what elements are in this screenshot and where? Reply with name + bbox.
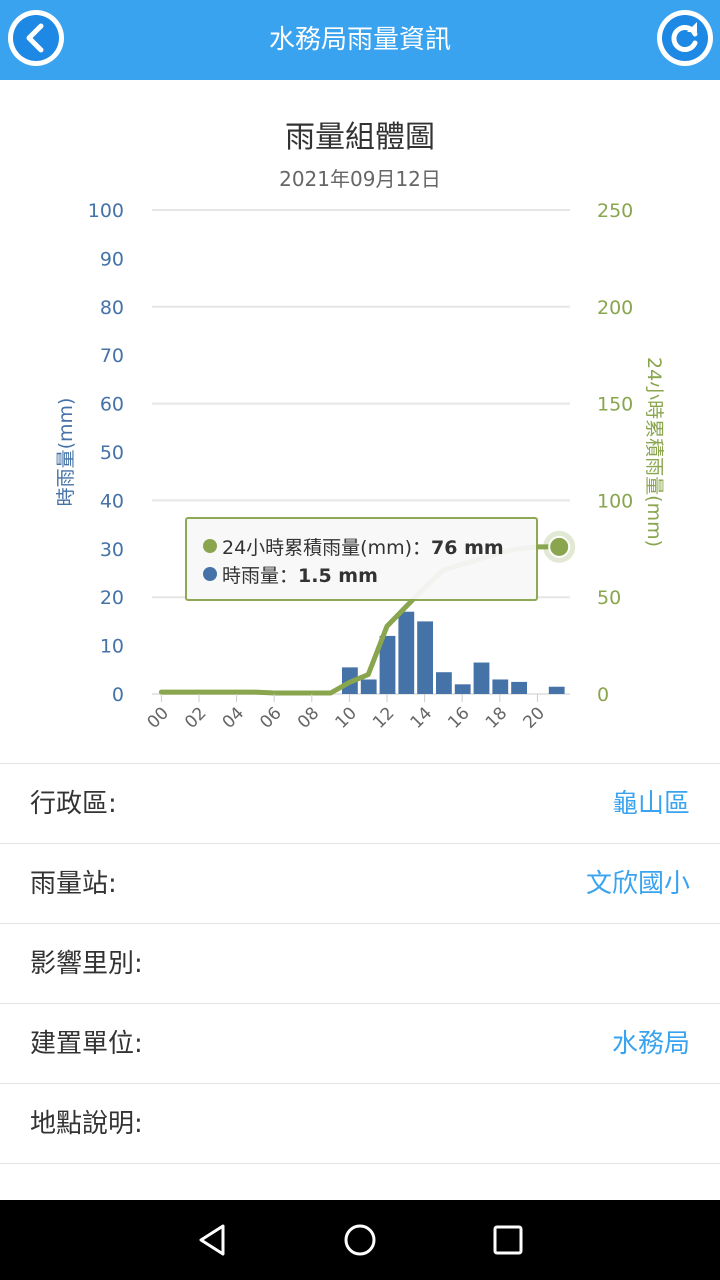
bar-14	[417, 621, 433, 694]
system-navbar	[0, 1200, 720, 1280]
x-tick-label: 00	[143, 703, 172, 732]
tooltip-line1: 24小時累積雨量(mm)：76 mm	[222, 537, 504, 559]
y-left-tick-label: 40	[100, 490, 124, 512]
x-tick-label: 18	[482, 703, 511, 732]
x-tick-label: 06	[256, 703, 285, 732]
y-right-axis-title: 24小時累積雨量(mm)	[643, 357, 665, 547]
info-value: 龜山區	[611, 789, 690, 819]
refresh-button[interactable]	[657, 10, 713, 66]
circle-home-icon[interactable]	[338, 1218, 382, 1262]
y-right-tick-label: 150	[597, 394, 633, 416]
hover-point	[548, 535, 571, 558]
x-tick-label: 16	[444, 703, 473, 732]
info-label: 地點說明:	[30, 1109, 143, 1139]
info-row-builder[interactable]: 建置單位: 水務局	[0, 1003, 720, 1083]
y-right-tick-label: 200	[597, 297, 633, 319]
y-left-tick-label: 50	[100, 442, 124, 464]
x-tick-label: 10	[331, 703, 360, 732]
bar-19	[511, 681, 527, 694]
y-right-tick-label: 250	[597, 200, 633, 222]
tooltip-line1-label: 24小時累積雨量(mm)：	[222, 537, 431, 559]
tooltip-line2-value: 1.5 mm	[298, 565, 378, 587]
tooltip-box	[185, 517, 538, 601]
y-left-tick-label: 100	[88, 200, 124, 222]
refresh-icon	[671, 22, 698, 52]
y-left-axis-title: 時雨量(mm)	[55, 398, 77, 507]
y-right-tick-label: 100	[597, 490, 633, 512]
bar-13	[398, 611, 415, 694]
x-tick-label: 08	[294, 703, 323, 732]
triangle-back-icon[interactable]	[190, 1218, 234, 1262]
y-left-tick-label: 80	[100, 297, 124, 319]
tooltip-series2-dot	[203, 567, 217, 581]
x-tick-label: 14	[407, 703, 436, 732]
chart-subtitle: 2021年09月12日	[279, 167, 441, 191]
info-row-district[interactable]: 行政區: 龜山區	[0, 763, 720, 843]
y-right-tick-label: 0	[597, 684, 609, 706]
chevron-left-icon	[26, 23, 44, 53]
y-left-tick-label: 90	[100, 248, 124, 270]
tooltip-series1-dot	[203, 539, 217, 553]
y-left-tick-label: 30	[100, 539, 124, 561]
tooltip-line2-label: 時雨量：	[222, 565, 298, 587]
chart-title: 雨量組體圖	[285, 120, 435, 155]
x-tick-label: 12	[369, 703, 398, 732]
info-label: 建置單位:	[30, 1029, 143, 1059]
y-left-tick-label: 10	[100, 636, 124, 658]
bar-11	[360, 679, 377, 694]
info-row-location-desc[interactable]: 地點說明:	[0, 1083, 720, 1163]
info-row-partial	[0, 1163, 720, 1243]
bar-21	[548, 686, 565, 694]
page-title: 水務局雨量資訊	[268, 25, 451, 55]
info-row-affected-villages[interactable]: 影響里別:	[0, 923, 720, 1003]
info-value: 文欣國小	[585, 869, 690, 899]
back-button[interactable]	[8, 10, 64, 66]
bar-16	[454, 684, 471, 694]
info-value: 水務局	[611, 1029, 690, 1059]
bar-17	[473, 662, 490, 694]
info-label: 影響里別:	[30, 949, 143, 979]
y-left-tick-label: 20	[100, 587, 124, 609]
tooltip-line1-value: 76 mm	[431, 537, 504, 559]
back-button-fill	[13, 15, 59, 61]
bar-12	[379, 635, 396, 694]
x-tick-label: 04	[219, 703, 248, 732]
square-recents-icon[interactable]	[486, 1218, 530, 1262]
y-left-tick-label: 60	[100, 394, 124, 416]
y-left-tick-label: 0	[112, 684, 124, 706]
info-row-station[interactable]: 雨量站: 文欣國小	[0, 843, 720, 923]
x-tick-label: 20	[519, 703, 548, 732]
refresh-button-fill	[662, 15, 708, 61]
bar-18	[492, 679, 509, 694]
info-list: 行政區: 龜山區 雨量站: 文欣國小 影響里別: 建置單位: 水務局 地點說明:	[0, 763, 720, 1243]
y-right-tick-label: 50	[597, 587, 621, 609]
tooltip-line2: 時雨量：1.5 mm	[222, 565, 378, 587]
x-tick-label: 02	[181, 703, 210, 732]
app-header: 水務局雨量資訊	[0, 0, 720, 80]
info-label: 雨量站:	[30, 869, 117, 899]
info-label: 行政區:	[30, 789, 117, 819]
y-left-tick-label: 70	[100, 345, 124, 367]
rain-chart: 0102030405060708090100050100150200250時雨量…	[55, 200, 665, 733]
bar-15	[436, 672, 452, 694]
